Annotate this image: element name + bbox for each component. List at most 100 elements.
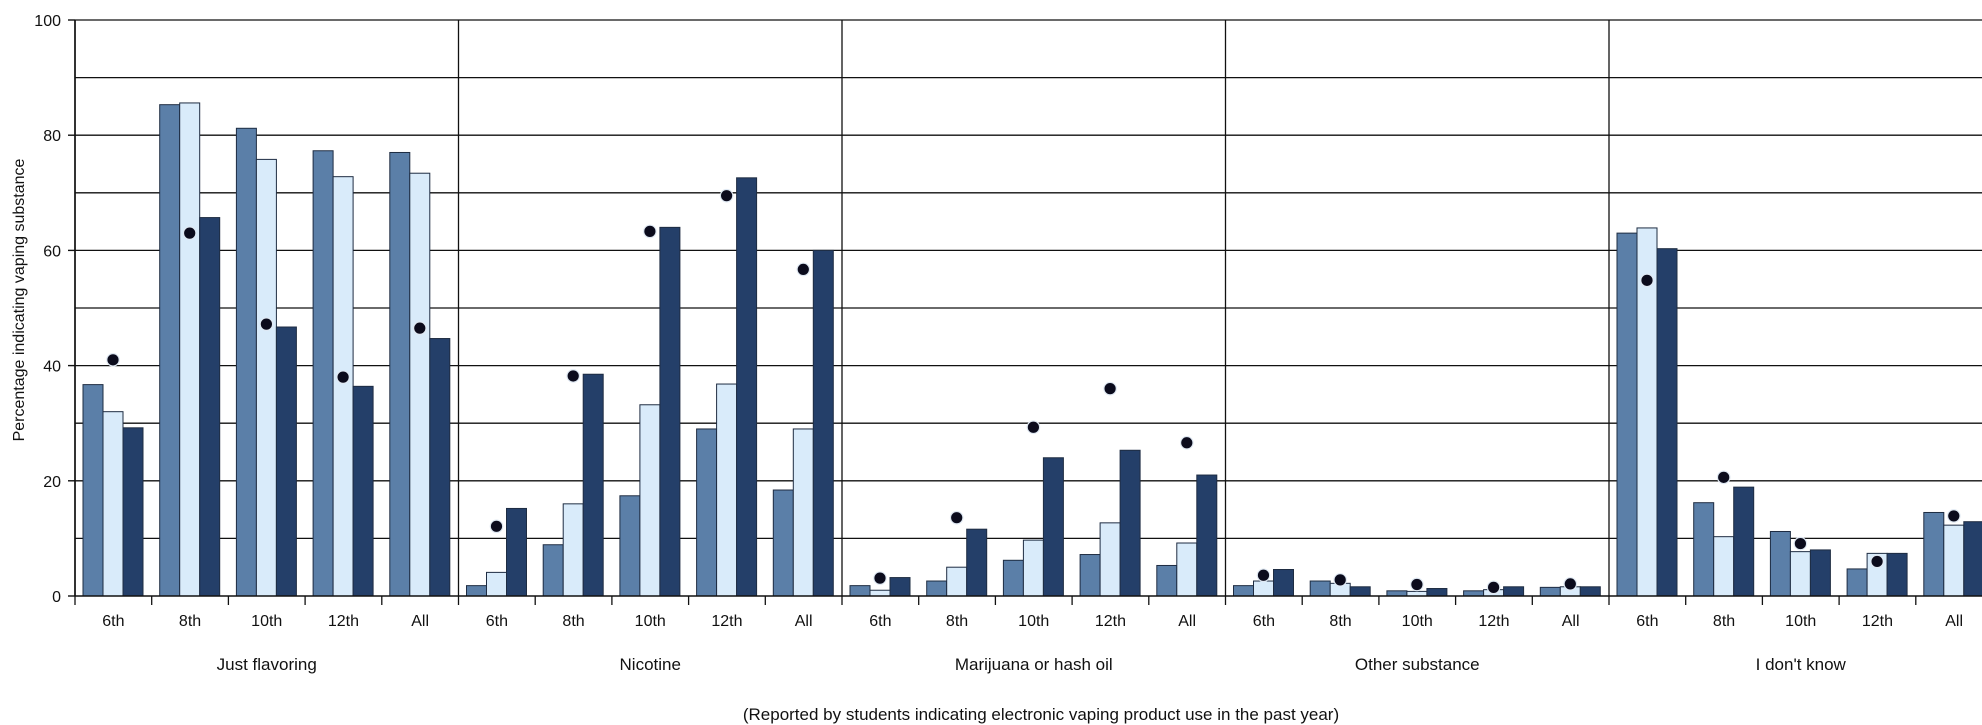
bar (1789, 551, 1811, 597)
bar (1426, 588, 1448, 597)
data-point (1103, 381, 1117, 396)
data-point (106, 353, 120, 367)
bar (716, 383, 738, 597)
bar (1846, 568, 1868, 597)
group-label: Just flavoring (217, 655, 317, 674)
group-label: Marijuana or hash oil (955, 655, 1113, 674)
group-label: Nicotine (620, 655, 681, 674)
x-tick-label: 6th (1636, 613, 1658, 630)
data-point (566, 369, 580, 383)
x-tick-label: 10th (1018, 613, 1049, 630)
data-point (1793, 536, 1808, 551)
x-tick-label: 10th (635, 613, 666, 630)
points (106, 188, 1961, 595)
bar (946, 566, 968, 597)
bar (1539, 586, 1561, 597)
x-tick-label: All (1178, 613, 1196, 630)
y-tick-label: 0 (52, 589, 61, 606)
bar (122, 427, 144, 597)
bar (179, 102, 201, 597)
data-point (1947, 509, 1961, 523)
bar (1119, 449, 1141, 597)
bar (1273, 569, 1294, 597)
y-axis-title: Percentage indicating vaping substance (11, 158, 28, 441)
bar (926, 580, 948, 597)
data-point (1486, 580, 1501, 595)
bar (1503, 586, 1525, 597)
x-tick-label: All (795, 613, 813, 630)
data-point (182, 226, 197, 240)
bar (772, 489, 794, 597)
x-tick-label: 6th (869, 613, 891, 630)
x-tick-label: All (411, 613, 429, 630)
bar (619, 495, 641, 597)
bar (1253, 580, 1274, 597)
bar (1099, 522, 1121, 597)
bar (1349, 586, 1371, 597)
bar (696, 428, 718, 597)
x-tick-label: 6th (1253, 613, 1275, 630)
data-point (1870, 554, 1884, 569)
bar (812, 249, 834, 597)
data-point (949, 510, 964, 525)
bar (312, 150, 334, 597)
x-tick-label: 8th (1329, 613, 1351, 630)
bar (1176, 542, 1198, 597)
x-tick-label: 10th (251, 613, 282, 630)
data-point (1180, 435, 1194, 450)
data-point (259, 317, 274, 331)
bar (409, 172, 431, 597)
y-tick-label: 80 (43, 128, 61, 145)
x-tick-label: 6th (486, 613, 508, 630)
bar (235, 127, 257, 597)
data-point (1563, 577, 1578, 591)
data-point (412, 321, 427, 335)
bar (542, 544, 564, 597)
bar (1809, 549, 1831, 597)
bar (352, 385, 374, 597)
bar (159, 104, 181, 597)
bar (1233, 585, 1254, 597)
x-tick-label: 12th (1095, 613, 1126, 630)
bar (1713, 536, 1735, 597)
bar (849, 585, 871, 597)
x-tick-label: All (1945, 613, 1963, 630)
bar (562, 503, 584, 597)
data-point (1410, 577, 1424, 592)
bar (255, 158, 277, 597)
bar (1943, 524, 1965, 597)
bar (792, 428, 814, 597)
bar (466, 585, 487, 597)
group-label: I don't know (1756, 655, 1847, 674)
x-tick-label: 10th (1402, 613, 1433, 630)
x-tick-label: 12th (328, 613, 359, 630)
axis-labels: 0 20 40 60 80 100 6th 8th 10th 12th All Just flavor… (34, 13, 1963, 674)
bar (1769, 530, 1791, 597)
bar (82, 384, 104, 597)
bar (1309, 580, 1331, 597)
bar (1963, 521, 1982, 597)
bar (966, 528, 988, 597)
bar (199, 217, 221, 597)
bar (429, 338, 451, 597)
bar (639, 404, 661, 597)
data-point (336, 370, 350, 384)
x-tick-label: 8th (1713, 613, 1735, 630)
group-label: Other substance (1355, 655, 1480, 674)
x-tick-label: 8th (946, 613, 968, 630)
x-tick-label: All (1562, 613, 1580, 630)
data-point (796, 262, 811, 277)
data-point (643, 224, 657, 239)
y-tick-label: 40 (43, 359, 61, 376)
y-tick-label: 20 (43, 474, 61, 491)
axes (68, 19, 1982, 605)
bar (1022, 539, 1044, 597)
bar (889, 577, 911, 597)
bar (1002, 559, 1024, 597)
data-point (1640, 273, 1654, 288)
data-point (873, 571, 887, 585)
y-tick-label: 60 (43, 243, 61, 260)
bar (659, 226, 681, 597)
x-tick-label: 6th (102, 613, 124, 630)
